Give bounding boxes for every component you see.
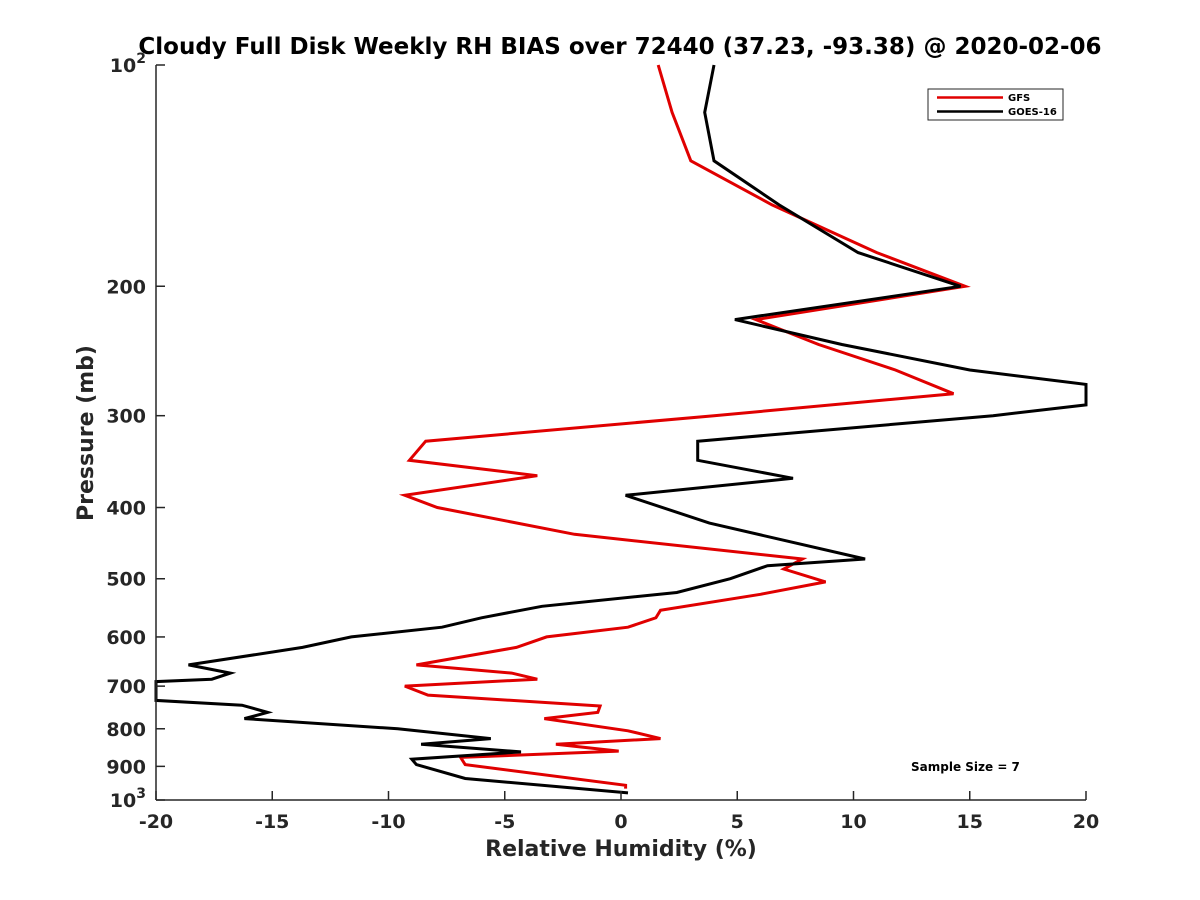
x-tick-label: 5 [731,811,744,833]
x-tick-label: -20 [139,811,173,833]
sample-size-annotation: Sample Size = 7 [911,760,1020,774]
y-tick-label: 300 [106,406,146,428]
y-tick-label: 900 [106,756,146,778]
y-tick-label: 400 [106,498,146,520]
y-tick-label: 800 [106,719,146,741]
x-tick-label: 20 [1073,811,1099,833]
legend-box [927,88,1064,121]
series-line-gfs [398,64,971,789]
y-tick-label: 600 [106,627,146,649]
y-tick-label: 102 [110,51,146,77]
y-tick-label: 200 [106,276,146,298]
y-tick-label: 103 [110,786,146,812]
x-tick-label: 15 [957,811,983,833]
x-tick-label: -15 [255,811,289,833]
x-axis-label: Relative Humidity (%) [485,837,757,862]
y-tick-label: 500 [106,569,146,591]
x-tick-label: -10 [371,811,405,833]
x-tick-label: 10 [840,811,866,833]
y-ticks: 102 200 300 400 500 600 700 800 900 103 [106,51,165,812]
chart-title: Cloudy Full Disk Weekly RH BIAS over 724… [138,34,1101,60]
x-ticks: -20 -15 -10 -5 0 5 10 15 20 [139,791,1099,833]
series-layer [154,64,1088,795]
y-tick-label: 700 [106,676,146,698]
x-tick-label: 0 [614,811,627,833]
y-axis-label: Pressure (mb) [74,345,99,521]
plot-area [156,65,1086,800]
x-tick-label: -5 [494,811,515,833]
series-line-goes16 [154,64,1088,795]
legend-label-goes16: GOES-16 [1008,107,1057,118]
legend-label-gfs: GFS [1008,93,1030,104]
legend: GFS GOES-16 [927,88,1064,121]
